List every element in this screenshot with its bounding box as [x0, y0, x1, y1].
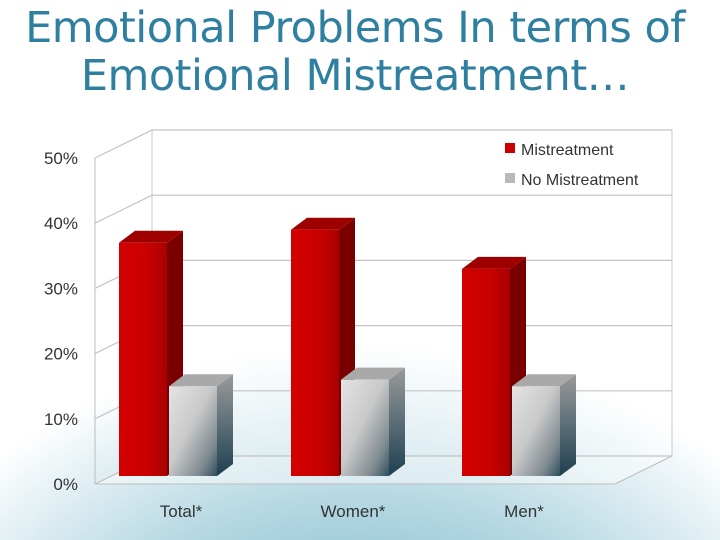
legend-swatch [505, 143, 515, 153]
y-tick-label: 30% [44, 279, 78, 298]
y-tick-label: 10% [44, 410, 78, 429]
y-tick-label: 40% [44, 214, 78, 233]
x-category-label: Men* [504, 502, 544, 521]
legend-label: No Mistreatment [521, 172, 639, 189]
legend-swatch [505, 173, 515, 183]
slide-title-line-2: Emotional Mistreatment… [80, 51, 630, 101]
bar-no-mistreatment-2 [512, 374, 576, 476]
bar-no-mistreatment-0 [169, 374, 233, 476]
gridline [94, 194, 672, 224]
x-category-label: Total* [160, 502, 203, 521]
legend-label: Mistreatment [521, 142, 614, 159]
x-category-label: Women* [321, 502, 386, 521]
gridline [94, 129, 672, 159]
bar-no-mistreatment-1 [341, 367, 405, 476]
y-tick-label: 50% [44, 149, 78, 168]
legend: Mistreatment No Mistreatment [505, 142, 639, 189]
y-tick-label: 20% [44, 345, 78, 364]
y-tick-label: 0% [53, 475, 78, 494]
slide-title-line-1: Emotional Problems In terms of [25, 3, 685, 53]
slide-title: Emotional Problems In terms of Emotional… [0, 4, 710, 100]
